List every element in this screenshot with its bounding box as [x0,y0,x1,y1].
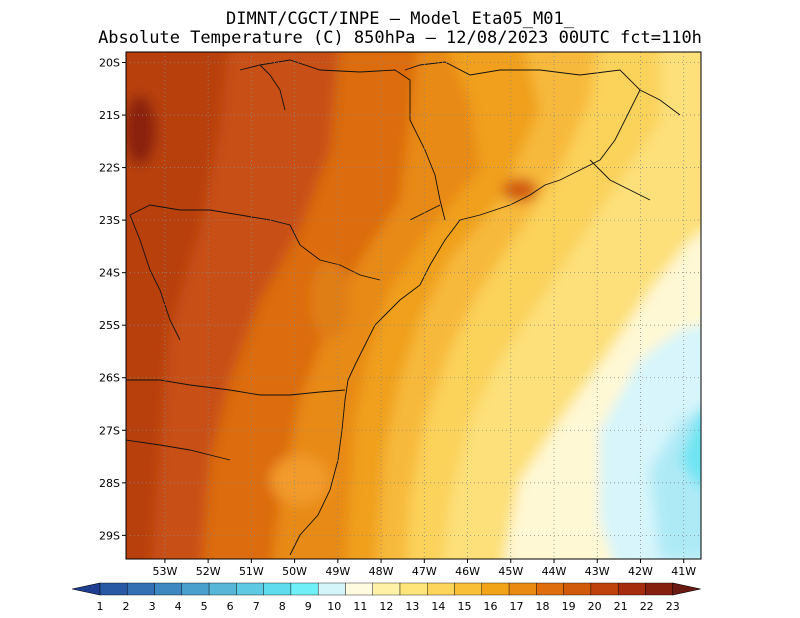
colorbar-swatch [236,582,264,596]
colorbar-swatch [317,582,346,596]
lat-tick-label: 27S [99,424,120,437]
lon-tick-label: 47W [412,565,437,578]
colorbar-swatch [427,582,455,596]
colorbar-label: 20 [588,600,602,613]
lat-tick-label: 29S [99,529,120,542]
colorbar-label: 10 [327,600,341,613]
lon-tick-label: 44W [542,565,567,578]
colorbar-label: 11 [353,600,367,613]
colorbar-label: 4 [175,600,182,613]
colorbar-swatch [536,582,564,596]
colorbar-swatch [154,582,183,596]
colorbar-swatch [563,582,592,596]
colorbar-swatch [127,582,155,596]
colorbar: 1 2 3 4 5 6 7 8 9 10 11 12 13 14 15 16 17 18 19 20 21 22 23 [71,582,701,613]
colorbar-swatch [99,582,128,596]
lon-tick-label: 45W [498,565,523,578]
lon-tick-label: 43W [585,565,610,578]
lat-tick-label: 22S [99,162,120,175]
colorbar-swatch [617,582,646,596]
lon-tick-label: 49W [325,565,350,578]
colorbar-label: 14 [431,600,445,613]
colorbar-label: 17 [510,600,524,613]
lat-tick-label: 24S [99,267,120,280]
colorbar-label: 8 [279,600,286,613]
colorbar-label: 3 [149,600,156,613]
colorbar-swatch [590,582,619,596]
colorbar-swatch [263,582,292,596]
lon-tick-label: 46W [455,565,480,578]
colorbar-swatch [454,582,483,596]
colorbar-label: 6 [227,600,234,613]
colorbar-label: 15 [457,600,471,613]
colorbar-label: 9 [305,600,312,613]
chart-title-line1: DIMNT/CGCT/INPE – Model Eta05_M01_ [226,9,574,29]
chart-title-line2: Absolute Temperature (C) 850hPa – 12/08/… [98,28,702,48]
lon-tick-label: 50W [282,565,307,578]
colorbar-label: 2 [123,600,130,613]
lat-tick-label: 20S [99,57,120,70]
colorbar-swatch [508,582,537,596]
colorbar-label: 19 [562,600,576,613]
temperature-field [126,52,701,559]
colorbar-swatch [481,582,510,596]
lon-tick-label: 48W [369,565,394,578]
gridlines [126,52,701,559]
lat-tick-label: 23S [99,214,120,227]
lon-tick-label: 52W [196,565,221,578]
lat-tick-label: 25S [99,319,120,332]
colorbar-swatch [290,582,319,596]
colorbar-label: 21 [614,600,628,613]
colorbar-swatch [372,582,401,596]
map-frame [125,51,702,560]
colorbar-label: 13 [405,600,419,613]
colorbar-swatch [345,582,373,596]
colorbar-swatch [645,582,673,596]
colorbar-label: 7 [253,600,260,613]
lat-tick-label: 21S [99,109,120,122]
lon-tick-label: 51W [239,565,264,578]
lon-tick-label: 41W [671,565,696,578]
colorbar-swatch [181,582,210,596]
colorbar-label: 16 [483,600,497,613]
colorbar-swatch [208,582,237,596]
colorbar-swatch [399,582,428,596]
colorbar-label: 22 [640,600,654,613]
colorbar-label: 1 [97,600,104,613]
colorbar-label: 18 [536,600,550,613]
lon-tick-label: 42W [628,565,653,578]
colorbar-arrow-low [71,582,101,596]
colorbar-arrow-high [672,582,701,596]
colorbar-label: 5 [201,600,208,613]
colorbar-label: 23 [666,600,680,613]
lat-tick-label: 28S [99,477,120,490]
lat-tick-label: 26S [99,372,120,385]
lon-tick-label: 53W [152,565,177,578]
colorbar-label: 12 [379,600,393,613]
